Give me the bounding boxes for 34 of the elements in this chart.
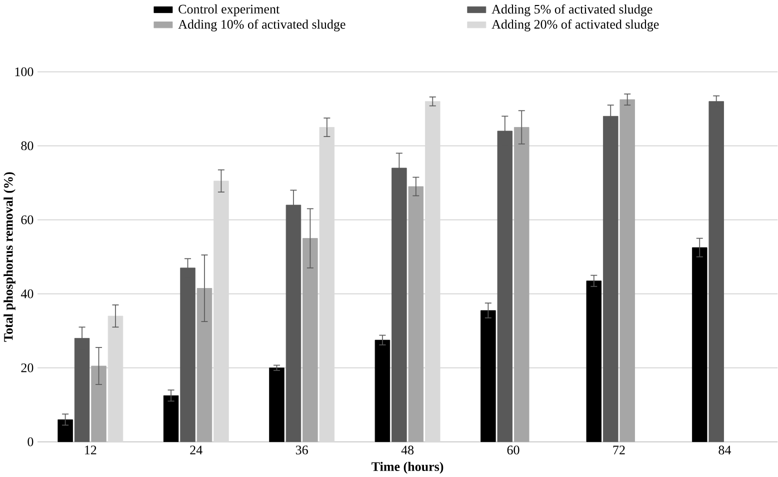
bar — [374, 340, 390, 442]
y-tick-label: 100 — [15, 67, 34, 76]
x-tick-label: 24 — [190, 446, 202, 454]
bar — [408, 186, 424, 442]
bar — [302, 238, 318, 442]
bar — [620, 99, 635, 442]
bar — [163, 395, 179, 442]
y-tick-label: 40 — [20, 289, 34, 298]
x-tick-label: 36 — [296, 446, 308, 454]
bar — [91, 366, 106, 442]
y-tick-label: 60 — [21, 215, 34, 224]
y-tick-label: 0 — [28, 437, 34, 446]
bar — [196, 288, 212, 442]
legend-label: Adding 5% of activated sludge — [492, 4, 652, 16]
x-tick-label: 12 — [85, 446, 96, 454]
x-tick-label: 48 — [401, 446, 414, 454]
y-axis-title: Total phosphorus removal (%) — [4, 172, 16, 342]
x-tick-label: 84 — [718, 446, 732, 454]
bar — [269, 367, 284, 442]
bar — [58, 419, 73, 442]
x-tick-label: 60 — [507, 446, 520, 454]
legend-label: Control experiment — [178, 4, 280, 16]
y-tick-label: 20 — [21, 363, 34, 372]
x-axis-title: Time (hours) — [372, 462, 444, 474]
legend-label: Adding 10% of activated sludge — [178, 19, 346, 32]
bar — [480, 310, 496, 442]
y-tick-label: 80 — [21, 141, 34, 150]
x-tick-label: 72 — [613, 446, 625, 454]
bar — [514, 126, 530, 442]
bar — [603, 116, 618, 442]
bar — [586, 280, 602, 442]
bar — [74, 338, 90, 442]
legend-label: Adding 20% of activated sludge — [492, 19, 659, 32]
bar — [692, 247, 708, 442]
